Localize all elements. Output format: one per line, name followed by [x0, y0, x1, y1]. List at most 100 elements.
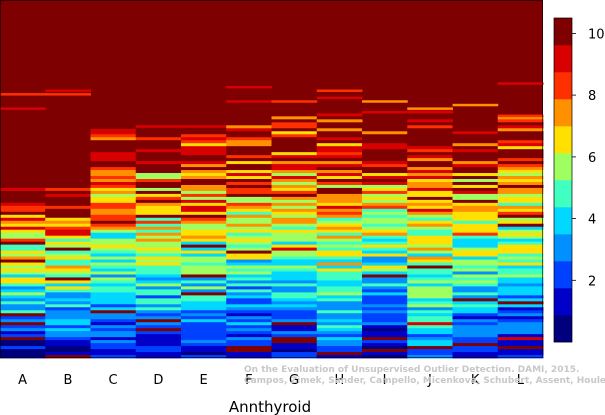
heatmap-cell — [226, 265, 272, 269]
heatmap-cell — [452, 229, 499, 234]
heatmap-cell — [497, 325, 544, 329]
heatmap-cell — [0, 259, 46, 263]
heatmap-cell — [45, 286, 91, 290]
heatmap-cell — [271, 334, 318, 338]
heatmap-cell — [407, 161, 453, 165]
heatmap-cell — [362, 310, 408, 314]
heatmap-cell — [226, 349, 272, 353]
heatmap-cell — [135, 146, 182, 150]
heatmap-cell — [135, 199, 182, 204]
heatmap-cell — [452, 271, 499, 275]
heatmap-cell — [181, 322, 227, 326]
heatmap-cell — [90, 316, 137, 320]
heatmap-cell — [316, 158, 363, 162]
heatmap-cell — [0, 199, 46, 204]
heatmap-cell — [316, 125, 363, 129]
heatmap-cell — [407, 253, 453, 257]
heatmap-cell — [0, 328, 46, 332]
heatmap-cell — [271, 280, 318, 284]
heatmap-cell — [181, 241, 227, 246]
heatmap-cell — [0, 271, 46, 275]
heatmap-cell — [271, 143, 318, 147]
heatmap-cell — [271, 202, 318, 207]
heatmap-cell — [452, 223, 499, 228]
heatmap-cell — [316, 259, 363, 263]
heatmap-cell — [452, 128, 499, 132]
heatmap-cell — [362, 268, 408, 272]
heatmap-cell — [45, 316, 91, 320]
heatmap-cell — [271, 217, 318, 222]
heatmap-cell — [407, 199, 453, 204]
heatmap-cell — [362, 262, 408, 266]
heatmap-cell — [181, 256, 227, 260]
heatmap-cell — [407, 137, 453, 141]
heatmap-cell — [362, 152, 408, 156]
heatmap-cell — [181, 202, 227, 207]
heatmap-cell — [135, 229, 182, 234]
heatmap-cell — [135, 256, 182, 260]
heatmap-cell — [362, 250, 408, 254]
heatmap-cell — [90, 214, 137, 219]
heatmap-cell — [135, 176, 182, 180]
heatmap-cell — [135, 211, 182, 216]
heatmap-cell — [497, 352, 544, 356]
heatmap-cell — [316, 119, 363, 123]
heatmap-cell — [135, 152, 182, 156]
heatmap-cell — [452, 307, 499, 311]
heatmap-cell — [497, 277, 544, 281]
heatmap-cell — [45, 337, 91, 341]
heatmap-cell — [90, 262, 137, 266]
heatmap-cell — [452, 343, 499, 347]
heatmap-cell — [362, 164, 408, 168]
heatmap-cell — [45, 298, 91, 302]
heatmap-cell — [362, 223, 408, 228]
heatmap-cell — [452, 286, 499, 290]
heatmap-cell — [0, 256, 46, 260]
heatmap-cell — [45, 226, 91, 231]
heatmap-cell — [452, 190, 499, 195]
heatmap-cell — [452, 235, 499, 240]
heatmap-cell — [181, 274, 227, 278]
colorbar-segment — [554, 99, 572, 127]
heatmap-cell — [90, 295, 137, 299]
heatmap-cell — [271, 158, 318, 162]
heatmap-cell — [0, 334, 46, 338]
heatmap-cell — [316, 238, 363, 243]
heatmap-cell — [271, 250, 318, 254]
heatmap-cell — [90, 176, 137, 180]
heatmap-cell — [0, 217, 46, 222]
heatmap-cell — [90, 143, 137, 147]
heatmap-cell — [452, 158, 499, 162]
heatmap-cell — [316, 190, 363, 195]
heatmap-cell — [90, 208, 137, 213]
heatmap-cell — [316, 277, 363, 281]
heatmap-cell — [452, 167, 499, 171]
heatmap-cell — [0, 307, 46, 311]
heatmap-cell — [181, 265, 227, 269]
heatmap-cell — [90, 268, 137, 272]
colorbar-tick-label: 2 — [588, 274, 596, 289]
heatmap-cell — [316, 292, 363, 296]
heatmap-cell — [497, 134, 544, 138]
heatmap-cell — [135, 149, 182, 153]
heatmap-cell — [181, 346, 227, 350]
heatmap-cell — [181, 167, 227, 171]
heatmap-cell — [497, 217, 544, 222]
heatmap-cell — [407, 298, 453, 302]
heatmap-cell — [135, 190, 182, 195]
heatmap-cell — [452, 202, 499, 207]
heatmap-cell — [362, 167, 408, 171]
heatmap-cell — [452, 277, 499, 281]
heatmap-cell — [135, 250, 182, 254]
heatmap-cell — [181, 286, 227, 290]
heatmap-cell — [362, 190, 408, 195]
heatmap-cell — [497, 152, 544, 156]
heatmap-cell — [316, 179, 363, 183]
heatmap-cell — [271, 256, 318, 260]
heatmap-cell — [407, 220, 453, 225]
heatmap-cell — [226, 205, 272, 210]
heatmap-cell — [497, 283, 544, 287]
heatmap-cell — [407, 211, 453, 216]
heatmap-cell — [497, 211, 544, 216]
heatmap-cell — [452, 196, 499, 201]
